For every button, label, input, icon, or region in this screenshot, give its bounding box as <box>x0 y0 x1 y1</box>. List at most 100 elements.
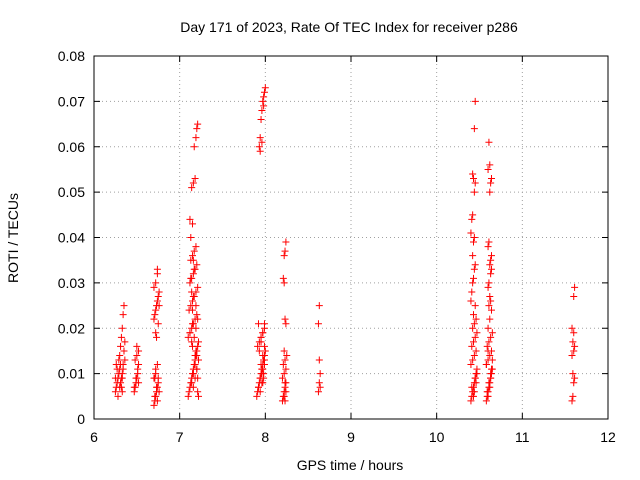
data-point <box>487 179 495 187</box>
data-point <box>195 338 203 346</box>
data-point <box>255 143 263 151</box>
data-point <box>259 329 267 337</box>
data-point <box>256 134 264 142</box>
data-point <box>484 243 492 251</box>
data-point <box>260 93 268 101</box>
data-point <box>486 188 494 196</box>
data-point <box>482 397 490 405</box>
data-point <box>470 238 478 246</box>
data-point <box>260 342 268 350</box>
data-point <box>254 342 262 350</box>
data-point <box>315 379 323 387</box>
data-point <box>258 370 266 378</box>
data-point <box>153 265 161 273</box>
data-point <box>111 374 119 382</box>
data-point <box>188 379 196 387</box>
data-point <box>487 252 495 260</box>
data-point <box>261 84 269 92</box>
data-point <box>571 283 579 291</box>
data-point <box>192 243 200 251</box>
data-point <box>569 392 577 400</box>
data-point <box>470 274 478 282</box>
data-point <box>260 361 268 369</box>
data-point <box>120 347 128 355</box>
data-point <box>261 347 269 355</box>
data-point <box>485 279 493 287</box>
data-point <box>472 315 480 323</box>
data-point <box>151 311 159 319</box>
data-point <box>470 175 478 183</box>
data-point <box>189 370 197 378</box>
data-point <box>188 184 196 192</box>
data-point <box>259 365 267 373</box>
data-point <box>569 338 577 346</box>
data-point <box>132 374 140 382</box>
data-point <box>258 106 266 114</box>
data-point <box>259 351 267 359</box>
data-point <box>194 388 202 396</box>
data-point <box>153 333 161 341</box>
data-point <box>189 306 197 314</box>
data-point <box>280 347 288 355</box>
data-point <box>280 279 288 287</box>
data-point <box>469 324 477 332</box>
data-point <box>153 383 161 391</box>
data-point <box>193 125 201 133</box>
data-point <box>260 88 268 96</box>
data-point <box>118 324 126 332</box>
data-point <box>282 320 290 328</box>
data-point <box>469 279 477 287</box>
data-point <box>569 370 577 378</box>
data-point <box>485 238 493 246</box>
data-points <box>111 84 579 409</box>
data-point <box>188 338 196 346</box>
data-point <box>471 374 479 382</box>
data-point <box>487 370 495 378</box>
data-point <box>468 342 476 350</box>
data-point <box>190 247 198 255</box>
data-point <box>112 361 120 369</box>
x-tick-label: 6 <box>90 429 98 445</box>
data-point <box>194 120 202 128</box>
data-point <box>487 175 495 183</box>
data-point <box>184 392 192 400</box>
data-point <box>484 324 492 332</box>
data-point <box>155 388 163 396</box>
x-axis-label: GPS time / hours <box>297 457 404 473</box>
data-point <box>189 270 197 278</box>
data-point <box>134 365 142 373</box>
data-point <box>483 388 491 396</box>
data-point <box>113 365 121 373</box>
data-point <box>111 388 119 396</box>
data-point <box>316 370 324 378</box>
data-point <box>194 374 202 382</box>
x-tick-label: 10 <box>429 429 445 445</box>
data-point <box>279 274 287 282</box>
data-point <box>120 302 128 310</box>
x-tick-label: 8 <box>261 429 269 445</box>
data-point <box>189 297 197 305</box>
x-tick-label: 11 <box>515 429 530 445</box>
data-point <box>195 392 203 400</box>
data-point <box>114 392 122 400</box>
data-point <box>135 347 143 355</box>
data-point <box>568 397 576 405</box>
y-tick-label: 0.01 <box>58 366 85 382</box>
data-point <box>485 379 493 387</box>
data-point <box>471 302 479 310</box>
data-point <box>191 351 199 359</box>
data-point <box>254 320 262 328</box>
data-point <box>281 379 289 387</box>
data-point <box>153 297 161 305</box>
data-point <box>473 370 481 378</box>
data-point <box>571 342 579 350</box>
data-point <box>486 383 494 391</box>
data-point <box>471 261 479 269</box>
data-point <box>484 165 492 173</box>
data-point <box>190 333 198 341</box>
data-point <box>193 311 201 319</box>
data-point <box>470 311 478 319</box>
data-point <box>154 320 162 328</box>
